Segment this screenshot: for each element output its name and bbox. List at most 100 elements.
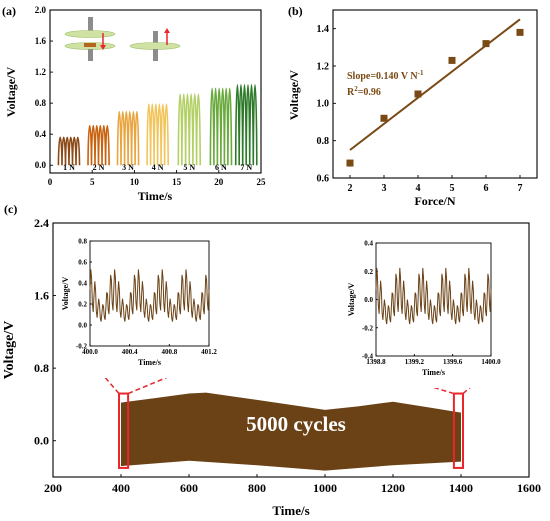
x-tick-label: 600 — [180, 481, 198, 495]
inset-y-tick-label: 0.0 — [78, 322, 87, 330]
y-tick-label: 0.0 — [35, 160, 47, 170]
y-tick-label: 0.8 — [34, 361, 49, 375]
arrow-down-icon — [100, 45, 106, 50]
panel-a-y-label: Voltage/V — [4, 67, 18, 118]
inset-waveform — [89, 269, 210, 322]
force-label: 2 N — [93, 163, 105, 172]
inset-x-tick-label: 1399.2 — [405, 358, 425, 366]
x-tick-label: 15 — [172, 177, 182, 187]
x-tick-label: 400 — [112, 481, 130, 495]
force-label: 4 N — [152, 163, 164, 172]
force-waveform — [57, 136, 81, 166]
highlight-boxes — [118, 392, 464, 469]
inset-y-tick-label: 0.0 — [364, 296, 373, 304]
x-tick-label: 800 — [248, 481, 266, 495]
panel-a: (a) 1 N 2 N 3 N 4 N 5 N 6 N 7 N 0 5 10 15 20 25 0.0… — [2, 4, 266, 203]
x-tick-label: 1600 — [517, 481, 541, 495]
panel-a-label: (a) — [2, 4, 16, 18]
inset-y-tick-label: 0.2 — [364, 268, 373, 276]
y-tick-label: 2.0 — [35, 5, 47, 15]
arrow-up-icon — [164, 28, 170, 33]
panel-c-frame — [52, 222, 530, 478]
fit-line — [349, 18, 521, 151]
panel-b-y-axis: 0.6 0.8 1.0 1.2 1.4 — [317, 24, 336, 184]
force-waveform — [87, 125, 110, 166]
y-tick-label: 0.8 — [35, 98, 47, 108]
inset-x-tick-label: 401.2 — [201, 348, 217, 356]
panel-b-frame — [332, 9, 538, 179]
press-rod-1 — [88, 17, 93, 31]
inset-waveform — [375, 267, 492, 325]
panel-c-x-label: Time/s — [272, 503, 309, 518]
inset-background — [346, 237, 499, 388]
y-tick-label: 1.6 — [34, 289, 49, 303]
x-tick-label: 7 — [518, 183, 523, 194]
inset-x-tick-label: 400.4 — [122, 348, 138, 356]
inset-y-tick-label: -0.2 — [76, 343, 88, 351]
force-waveform — [146, 103, 169, 166]
cycle-band — [121, 392, 461, 471]
data-point — [516, 28, 524, 36]
inset-y-tick-label: 0.4 — [78, 280, 87, 288]
y-tick-label: 1.6 — [35, 36, 47, 46]
panel-a-frame — [49, 9, 262, 174]
inset-x-label: Time/s — [422, 368, 445, 377]
data-point — [482, 40, 490, 48]
inset-background — [60, 235, 217, 378]
panel-c-y-label: Voltage/V — [2, 321, 17, 380]
panel-a-waveforms — [57, 84, 258, 166]
inset-x-tick-label: 1400.0 — [481, 358, 501, 366]
x-tick-label: 6 — [484, 183, 489, 194]
inset-x-tick-label: 400.0 — [82, 348, 98, 356]
x-tick-label: 5 — [450, 183, 455, 194]
data-point — [346, 159, 354, 167]
base-rod-1 — [88, 49, 93, 61]
force-label: 1 N — [63, 163, 75, 172]
force-label: 3 N — [122, 163, 134, 172]
x-tick-label: 200 — [44, 481, 62, 495]
slope-annotation: Slope=0.140 V N-1 — [347, 69, 424, 82]
force-waveform — [234, 84, 258, 166]
sample-1 — [84, 43, 96, 47]
x-tick-label: 3 — [382, 183, 387, 194]
x-tick-label: 1000 — [313, 481, 337, 495]
x-tick-label: 20 — [214, 177, 224, 187]
panel-b-label: (b) — [288, 4, 303, 18]
x-tick-label: 25 — [257, 177, 267, 187]
cycles-annotation: 5000 cycles — [246, 412, 346, 436]
press-rod-2 — [153, 31, 158, 43]
inset-x-tick-label: 1399.6 — [443, 358, 463, 366]
panel-c-x-axis: 200 400 600 800 1000 1200 1400 1600 — [44, 474, 541, 495]
force-waveform — [177, 93, 201, 166]
plate-2 — [129, 42, 181, 50]
force-waveform — [209, 87, 233, 166]
inset-x-label: Time/s — [138, 358, 161, 367]
x-tick-label: 5 — [90, 177, 95, 187]
x-tick-label: 4 — [416, 183, 421, 194]
panel-c-y-axis: 0.0 0.8 1.6 2.4 — [34, 216, 56, 448]
inset-y-tick-label: -0.2 — [362, 324, 374, 332]
top-plate-1 — [64, 30, 116, 38]
panel-b-x-label: Force/N — [414, 194, 455, 208]
y-tick-label: 0.6 — [317, 173, 330, 184]
r2-annotation: R2=0.96 — [347, 85, 381, 98]
panel-b-y-label: Voltage/V — [287, 70, 301, 121]
inset-y-tick-label: -0.4 — [362, 353, 374, 361]
inset-y-tick-label: 0.8 — [78, 238, 87, 246]
panel-b: (b) Slope=0.140 V N-1 R2=0.96 2 3 4 5 6 7 0.6… — [287, 4, 538, 208]
panel-c-label: (c) — [4, 202, 17, 216]
highlight-box — [118, 392, 130, 469]
y-tick-label: 1.4 — [317, 24, 330, 35]
y-tick-label: 1.0 — [317, 99, 330, 110]
inset-y-tick-label: 0.2 — [78, 301, 87, 309]
force-waveform — [116, 111, 140, 166]
inset-y-tick-label: 0.4 — [364, 240, 373, 248]
panel-c: (c) 5000 cycles 400.0 400.4 400.8 401.2 -0.2… — [2, 202, 541, 518]
panel-b-points — [346, 28, 524, 167]
data-point — [380, 114, 388, 122]
panel-a-x-axis: 0 5 10 15 20 25 — [48, 170, 266, 187]
force-label: 5 N — [183, 163, 195, 172]
inset-x-tick-label: 400.8 — [161, 348, 177, 356]
x-tick-label: 1400 — [449, 481, 473, 495]
